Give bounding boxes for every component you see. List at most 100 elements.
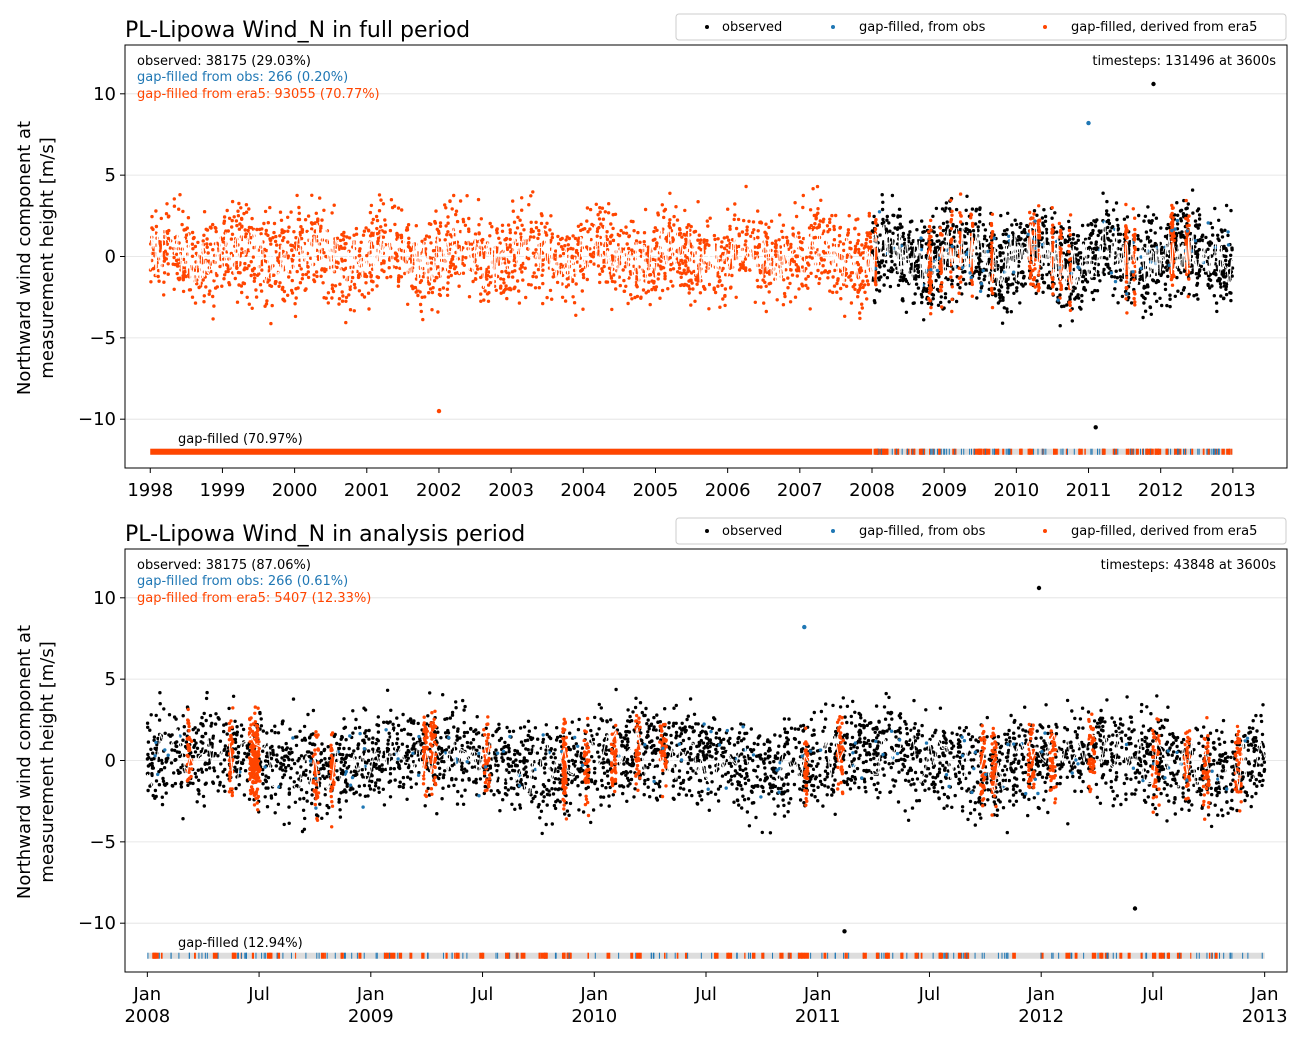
gapfilled-era5-point [537,232,541,236]
gapfilled-era5-point [495,231,499,235]
gapfilled-era5-point [483,289,487,293]
coverage-era5-tick [929,448,931,455]
gapfilled-era5-point [482,298,486,302]
gapfilled-era5-point [435,227,439,231]
gapfilled-era5-point [545,221,549,225]
gapfilled-era5-point [382,269,386,274]
observed-point [1040,276,1044,281]
gapfilled-era5-point [165,231,170,235]
gapfilled-era5-point [624,284,628,288]
gapfilled-era5-point [865,297,869,301]
observed-point [881,217,885,222]
coverage-obs-tick [1217,448,1219,455]
gapfilled-era5-point [625,242,629,246]
gapfilled-era5-point [724,273,728,277]
gapfilled-era5-point [471,279,475,284]
gapfilled-era5-point [500,223,505,227]
gapfilled-era5-point [642,240,646,244]
gapfilled-era5-point [344,241,348,246]
gapfilled-era5-point [782,291,787,296]
observed-point [1064,258,1068,263]
observed-point [983,228,988,232]
observed-point [1085,246,1089,251]
gapfilled-era5-point [692,269,696,274]
gapfilled-era5-point [1133,245,1137,249]
gapfilled-era5-point [190,295,195,299]
observed-point [1070,241,1074,245]
observed-point [978,206,982,210]
gapfilled-era5-point [682,268,686,272]
gapfilled-era5-point [513,269,517,273]
observed-point [1064,253,1069,257]
gapfilled-era5-point [1051,235,1055,239]
gapfilled-era5-point [430,290,435,295]
coverage-obs-tick [1149,448,1151,455]
gapfilled-era5-point [421,275,426,279]
gapfilled-era5-point [309,256,313,260]
observed-point [908,253,912,257]
observed-point [1143,309,1148,313]
gapfilled-era5-point [310,193,314,197]
observed-point [1102,272,1107,277]
full-period-legend-gapfilled-obs: gap-filled, from obs [859,20,986,35]
gapfilled-era5-point [362,229,367,233]
gapfilled-era5-point [379,198,383,202]
gapfilled-era5-point [764,222,768,226]
gapfilled-era5-point [235,300,240,304]
observed-point [975,252,979,256]
gapfilled-era5-point [874,221,878,225]
observed-point [1042,281,1047,285]
gapfilled-era5-point [566,243,570,247]
gapfilled-era5-point [574,282,578,286]
gapfilled-era5-point [697,233,701,237]
gapfilled-era5-point [172,204,177,208]
gapfilled-era5-point [844,284,849,288]
gapfilled-era5-point [570,278,575,282]
gapfilled-era5-point [780,229,784,234]
observed-point [891,231,895,235]
observed-point [1075,295,1079,299]
coverage-obs-tick [973,448,975,455]
coverage-obs-tick [992,448,994,455]
extreme-point [1086,120,1091,126]
gapfilled-era5-point [249,260,253,264]
gapfilled-obs-point [1226,230,1230,234]
gapfilled-era5-point [874,218,878,222]
gapfilled-era5-point [461,261,465,266]
gapfilled-obs-point [929,268,933,272]
gapfilled-era5-point [1029,282,1033,286]
observed-point [1163,282,1168,286]
gapfilled-era5-point [293,314,298,319]
observed-point [1224,203,1229,208]
observed-point [976,225,980,229]
gapfilled-era5-point [790,273,795,277]
gapfilled-era5-point [1067,228,1072,233]
gapfilled-era5-point [564,238,568,242]
gapfilled-era5-point [443,203,447,207]
observed-point [922,286,926,290]
gapfilled-era5-point [190,230,195,235]
gapfilled-era5-point [816,211,820,215]
observed-point [1118,239,1122,243]
gapfilled-era5-point [499,277,503,281]
gapfilled-era5-point [518,267,522,271]
gapfilled-era5-point [1170,206,1175,210]
gapfilled-era5-point [857,247,861,252]
coverage-era5-tick [1221,448,1225,455]
gapfilled-era5-point [693,229,698,234]
observed-point [1010,223,1014,227]
gapfilled-era5-point [581,227,585,232]
observed-point [1006,211,1010,215]
gapfilled-era5-point [202,210,207,214]
gapfilled-era5-point [696,238,700,242]
gapfilled-era5-point [624,261,628,265]
gapfilled-era5-point [556,234,560,239]
gapfilled-obs-point [935,268,940,273]
full-period-stat-timesteps: timesteps: 131496 at 3600s [1092,54,1276,69]
gapfilled-era5-point [678,283,683,288]
gapfilled-era5-point [723,260,727,265]
x-tick-label: 1999 [200,480,246,501]
gapfilled-era5-point [500,229,505,233]
gapfilled-era5-point [252,272,257,277]
observed-point [1115,217,1119,222]
